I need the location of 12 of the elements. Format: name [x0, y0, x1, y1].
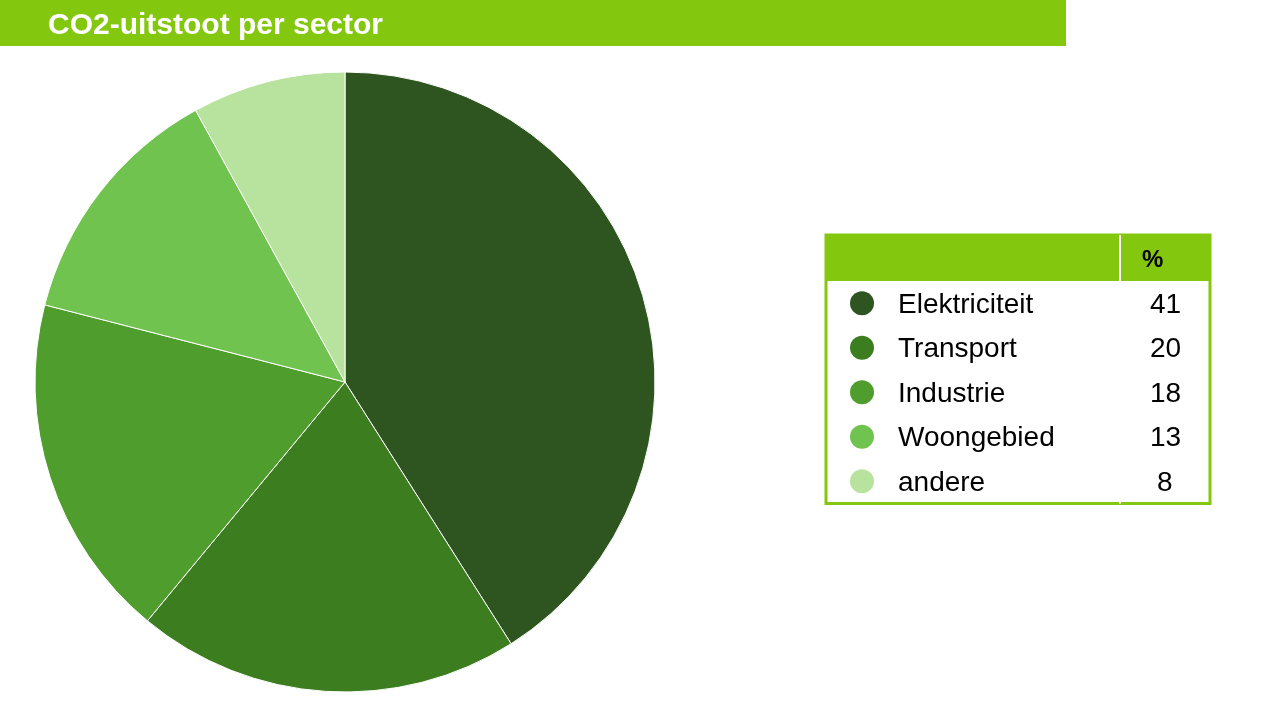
data-label: 20 — [1150, 332, 1182, 363]
data-label: 18 — [1150, 377, 1182, 408]
chart-title: CO2-uitstoot per sector — [48, 7, 384, 40]
legend-label: Transport — [898, 332, 1017, 363]
legend-label: Elektriciteit — [898, 288, 1034, 319]
legend-label: Woongebied — [898, 421, 1055, 452]
legend-label: andere — [898, 466, 986, 497]
data-label: 13 — [1150, 421, 1182, 452]
data-label: 8 — [1157, 466, 1173, 497]
data-label: 41 — [1150, 288, 1182, 319]
legend-title: % — [1142, 245, 1164, 272]
legend-label: Industrie — [898, 377, 1006, 408]
